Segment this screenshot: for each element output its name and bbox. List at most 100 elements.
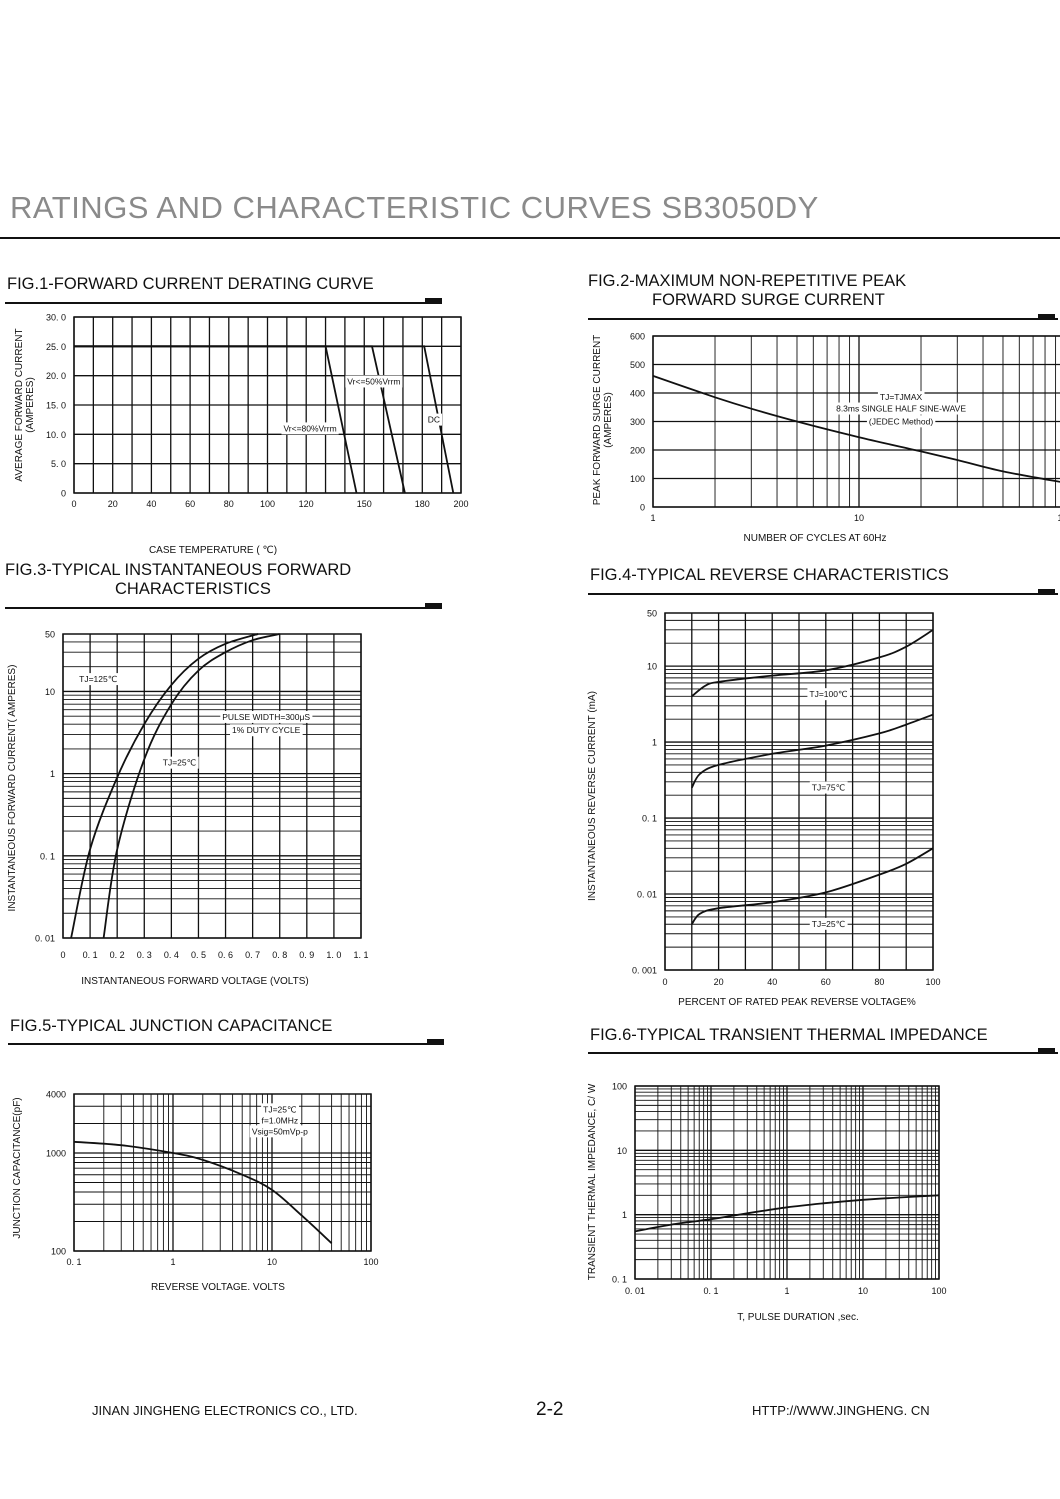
fig6-ytick-label-0: 0. 1	[612, 1275, 627, 1285]
fig6-ylabel-0: TRANSIENT THERMAL IMPEDANCE, C/ W	[587, 1083, 598, 1280]
fig1-ylabel-0: AVERAGE FORWARD CURRENT	[14, 328, 25, 481]
fig5-annotation-bg-2	[249, 1125, 311, 1138]
fig4-annotation-bg-2	[809, 917, 848, 930]
fig6-rule-tab	[1038, 1048, 1055, 1053]
fig3-xtick-label-2: 0. 2	[110, 950, 125, 960]
fig3-plot-frame	[62, 633, 362, 939]
fig3-xtick-label-10: 1. 0	[326, 950, 341, 960]
fig6-ytick-label-2: 10	[617, 1146, 627, 1156]
fig2-annotation-1: 8.3ms SINGLE HALF SINE-WAVE	[836, 404, 966, 414]
fig4-xtick-label-4: 80	[874, 977, 884, 987]
fig5-annotation-1: f=1.0MHz	[262, 1116, 299, 1126]
fig3-annotation-bg-2	[220, 710, 313, 723]
fig1-rule-tab	[425, 298, 442, 303]
fig4-xtick-label-2: 40	[767, 977, 777, 987]
fig3-title-line2: CHARACTERISTICS	[115, 580, 271, 598]
fig4-ytick-label-5: 50	[647, 609, 657, 619]
fig2-annotation-bg-1	[834, 402, 969, 415]
fig2-title-line2: FORWARD SURGE CURRENT	[652, 291, 885, 309]
fig5-annotation-bg-0	[261, 1103, 299, 1116]
fig2-rule	[588, 318, 1058, 320]
fig1-ytick-label-5: 25. 0	[46, 342, 66, 352]
fig1-xtick-label-4: 80	[224, 499, 234, 509]
title-rule	[0, 237, 1060, 239]
fig3-ytick-label-3: 10	[45, 687, 55, 697]
fig1-annotation-1: Vr<=50%Vrrm	[347, 376, 400, 386]
fig5-plot-frame	[73, 1093, 372, 1252]
fig4-xtick-label-5: 100	[925, 977, 940, 987]
fig1-ytick-label-0: 0	[61, 489, 66, 499]
fig2-xlabel: NUMBER OF CYCLES AT 60Hz	[744, 533, 887, 544]
fig6-xtick-label-1: 0. 1	[703, 1286, 718, 1296]
fig1-ytick-label-1: 5. 0	[51, 459, 66, 469]
fig3-annotation-3: 1% DUTY CYCLE	[232, 725, 301, 735]
fig2-annotation-bg-0	[877, 391, 925, 404]
fig3-xtick-label-3: 0. 3	[137, 950, 152, 960]
fig4-xtick-label-3: 60	[821, 977, 831, 987]
fig1-chart: 0 20 40 60 80 100 120 150 180 200 0 5. 0 10. 0 15. 0 2…	[14, 313, 469, 557]
fig3-series-0	[70, 633, 259, 939]
fig5-ytick-label-0: 100	[51, 1247, 66, 1257]
fig1-plot-frame	[73, 316, 462, 494]
fig3-annotation-bg-1	[160, 756, 199, 769]
fig1-title-line1: FIG.1-FORWARD CURRENT DERATING CURVE	[7, 275, 374, 293]
fig1-ytick-label-2: 10. 0	[46, 430, 66, 440]
fig3-title: FIG.3-TYPICAL INSTANTANEOUS FORWARD CHAR…	[5, 561, 351, 599]
fig6-xlabel: T, PULSE DURATION ,sec.	[737, 1312, 859, 1323]
fig5-title: FIG.5-TYPICAL JUNCTION CAPACITANCE	[10, 1017, 332, 1036]
fig1-annotation-bg-2	[425, 413, 443, 426]
fig1-ytick-label-4: 20. 0	[46, 371, 66, 381]
fig5-annotation-bg-1	[259, 1114, 301, 1127]
fig5-chart: 0. 1 1 10 100 100 1000 4000 REVERSE VOLTAGE. VO…	[12, 1090, 379, 1294]
fig1-ytick-label-6: 30. 0	[46, 313, 66, 323]
fig2-ylabel-1: (AMPERES)	[603, 392, 614, 448]
fig4-series-0	[691, 629, 934, 698]
fig4-annotation-2: TJ=25℃	[812, 919, 846, 929]
fig3-annotation-1: TJ=25℃	[163, 758, 197, 768]
fig3-annotation-bg-0	[77, 673, 120, 686]
fig4-ytick-label-2: 0. 1	[642, 814, 657, 824]
fig6-title: FIG.6-TYPICAL TRANSIENT THERMAL IMPEDANC…	[590, 1026, 988, 1045]
fig1-xtick-label-1: 20	[108, 499, 118, 509]
fig1-ytick-label-3: 15. 0	[46, 401, 66, 411]
fig2-annotation-bg-2	[866, 415, 936, 428]
fig1-annotation-2: DC	[428, 415, 440, 425]
fig3-annotation-2: PULSE WIDTH=300μS	[222, 712, 310, 722]
fig2-title-line1: FIG.2-MAXIMUM NON-REPETITIVE PEAK	[588, 272, 907, 290]
fig5-rule-tab	[427, 1039, 444, 1044]
fig5-xtick-label-2: 10	[267, 1257, 277, 1267]
fig6-ytick-label-1: 1	[622, 1210, 627, 1220]
fig4-ytick-label-4: 10	[647, 662, 657, 672]
fig4-chart: 0 20 40 60 80 100 0. 001 0. 01 0. 1 1 10 50 PERCENT …	[587, 609, 941, 1009]
fig1-series-2	[74, 345, 455, 494]
fig4-ytick-label-0: 0. 001	[632, 966, 657, 976]
fig5-title-line1: FIG.5-TYPICAL JUNCTION CAPACITANCE	[10, 1017, 333, 1035]
fig3-ytick-label-4: 50	[45, 630, 55, 640]
fig3-ytick-label-2: 1	[50, 769, 55, 779]
fig6-rule	[588, 1052, 1058, 1054]
fig6-title-line1: FIG.6-TYPICAL TRANSIENT THERMAL IMPEDANC…	[590, 1026, 988, 1044]
fig2-xtick-label-2: 100	[1057, 513, 1060, 523]
fig3-title-line1: FIG.3-TYPICAL INSTANTANEOUS FORWARD	[5, 561, 352, 579]
fig3-ytick-label-1: 0. 1	[40, 851, 55, 861]
fig5-rule	[8, 1043, 444, 1045]
fig4-title: FIG.4-TYPICAL REVERSE CHARACTERISTICS	[590, 566, 949, 585]
fig1-xtick-label-9: 200	[453, 499, 468, 509]
fig1-ylabel-1: (AMPERES)	[25, 377, 36, 433]
fig4-ytick-label-3: 1	[652, 738, 657, 748]
fig4-series-2	[691, 847, 934, 925]
fig3-annotation-0: TJ=125℃	[79, 674, 118, 684]
fig2-series-0	[652, 375, 1060, 483]
fig3-xtick-label-0: 0	[60, 950, 65, 960]
fig5-series-0	[73, 1140, 333, 1244]
fig4-plot-frame	[664, 612, 934, 971]
fig3-xtick-label-1: 0. 1	[83, 950, 98, 960]
fig2-rule-tab	[1038, 314, 1055, 319]
fig5-xtick-label-3: 100	[363, 1257, 378, 1267]
fig2-plot-frame	[652, 335, 1060, 508]
fig2-ytick-label-5: 500	[630, 360, 645, 370]
fig4-annotation-1: TJ=75℃	[812, 783, 846, 793]
fig4-ylabel-0: INSTANTANEOUS REVERSE CURRENT (mA)	[587, 691, 598, 901]
fig6-series-0	[634, 1194, 940, 1233]
